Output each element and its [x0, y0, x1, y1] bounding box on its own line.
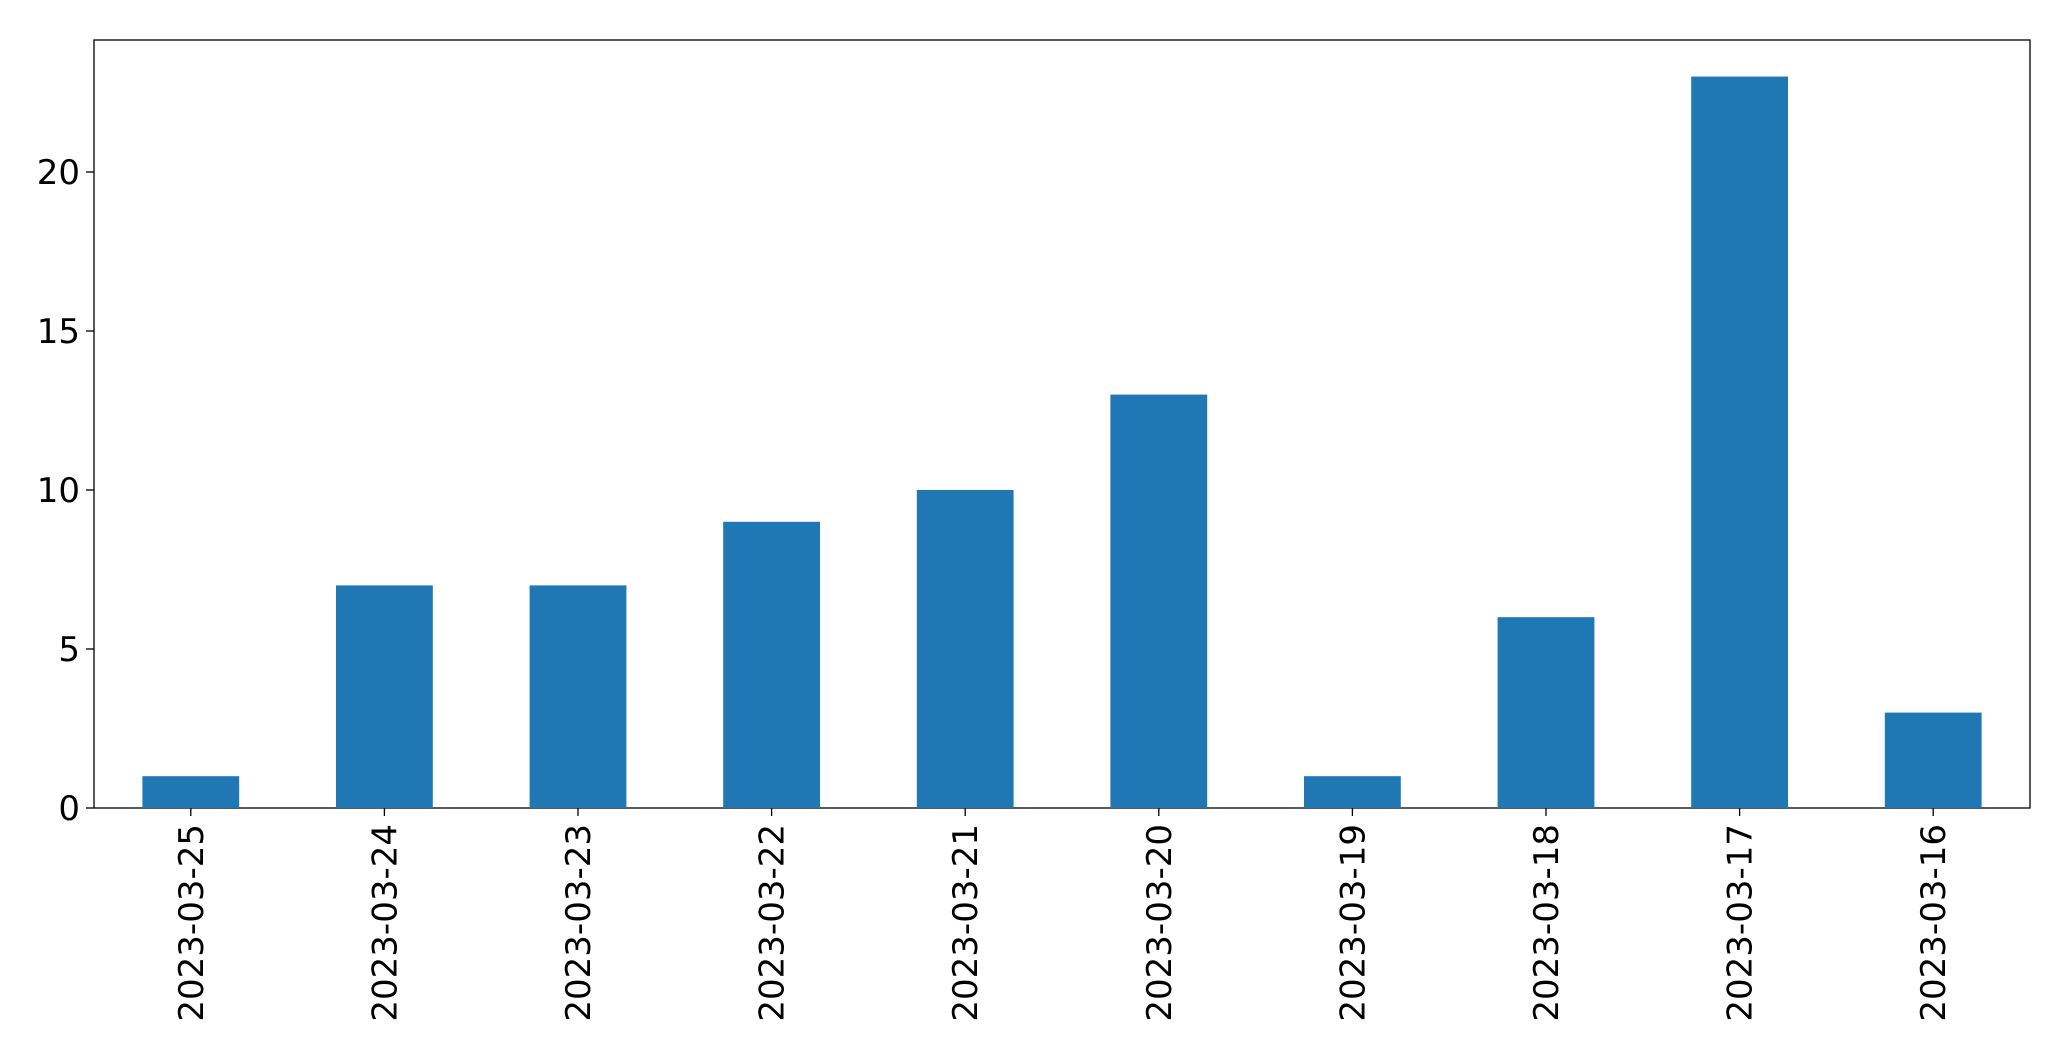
plot-frame	[93, 39, 2031, 809]
bar	[1497, 617, 1595, 808]
x-tick-label: 2023-03-25	[172, 824, 212, 1022]
bar	[529, 585, 627, 808]
x-tick-label: 2023-03-18	[1527, 824, 1567, 1022]
bar	[1304, 776, 1401, 808]
y-tick-label: 5	[58, 630, 80, 670]
y-tick-label: 15	[37, 312, 80, 352]
x-tick-label: 2023-03-23	[559, 824, 599, 1022]
x-tick-label: 2023-03-20	[1140, 824, 1180, 1022]
bar	[142, 776, 240, 808]
x-tick-label: 2023-03-19	[1333, 824, 1373, 1022]
bar	[916, 489, 1014, 808]
bar	[1110, 394, 1208, 808]
y-tick-label: 0	[58, 789, 80, 829]
bar	[723, 521, 820, 808]
x-tick-label: 2023-03-24	[365, 824, 405, 1022]
bar	[1691, 76, 1788, 809]
x-tick-label: 2023-03-17	[1721, 824, 1761, 1022]
x-tick-label: 2023-03-16	[1914, 824, 1954, 1022]
x-tick-label: 2023-03-22	[753, 824, 793, 1022]
bar	[336, 585, 433, 808]
y-tick-label: 10	[37, 471, 80, 511]
y-tick-label: 20	[37, 153, 80, 193]
bar	[1884, 712, 1982, 808]
x-tick-label: 2023-03-21	[946, 824, 986, 1022]
